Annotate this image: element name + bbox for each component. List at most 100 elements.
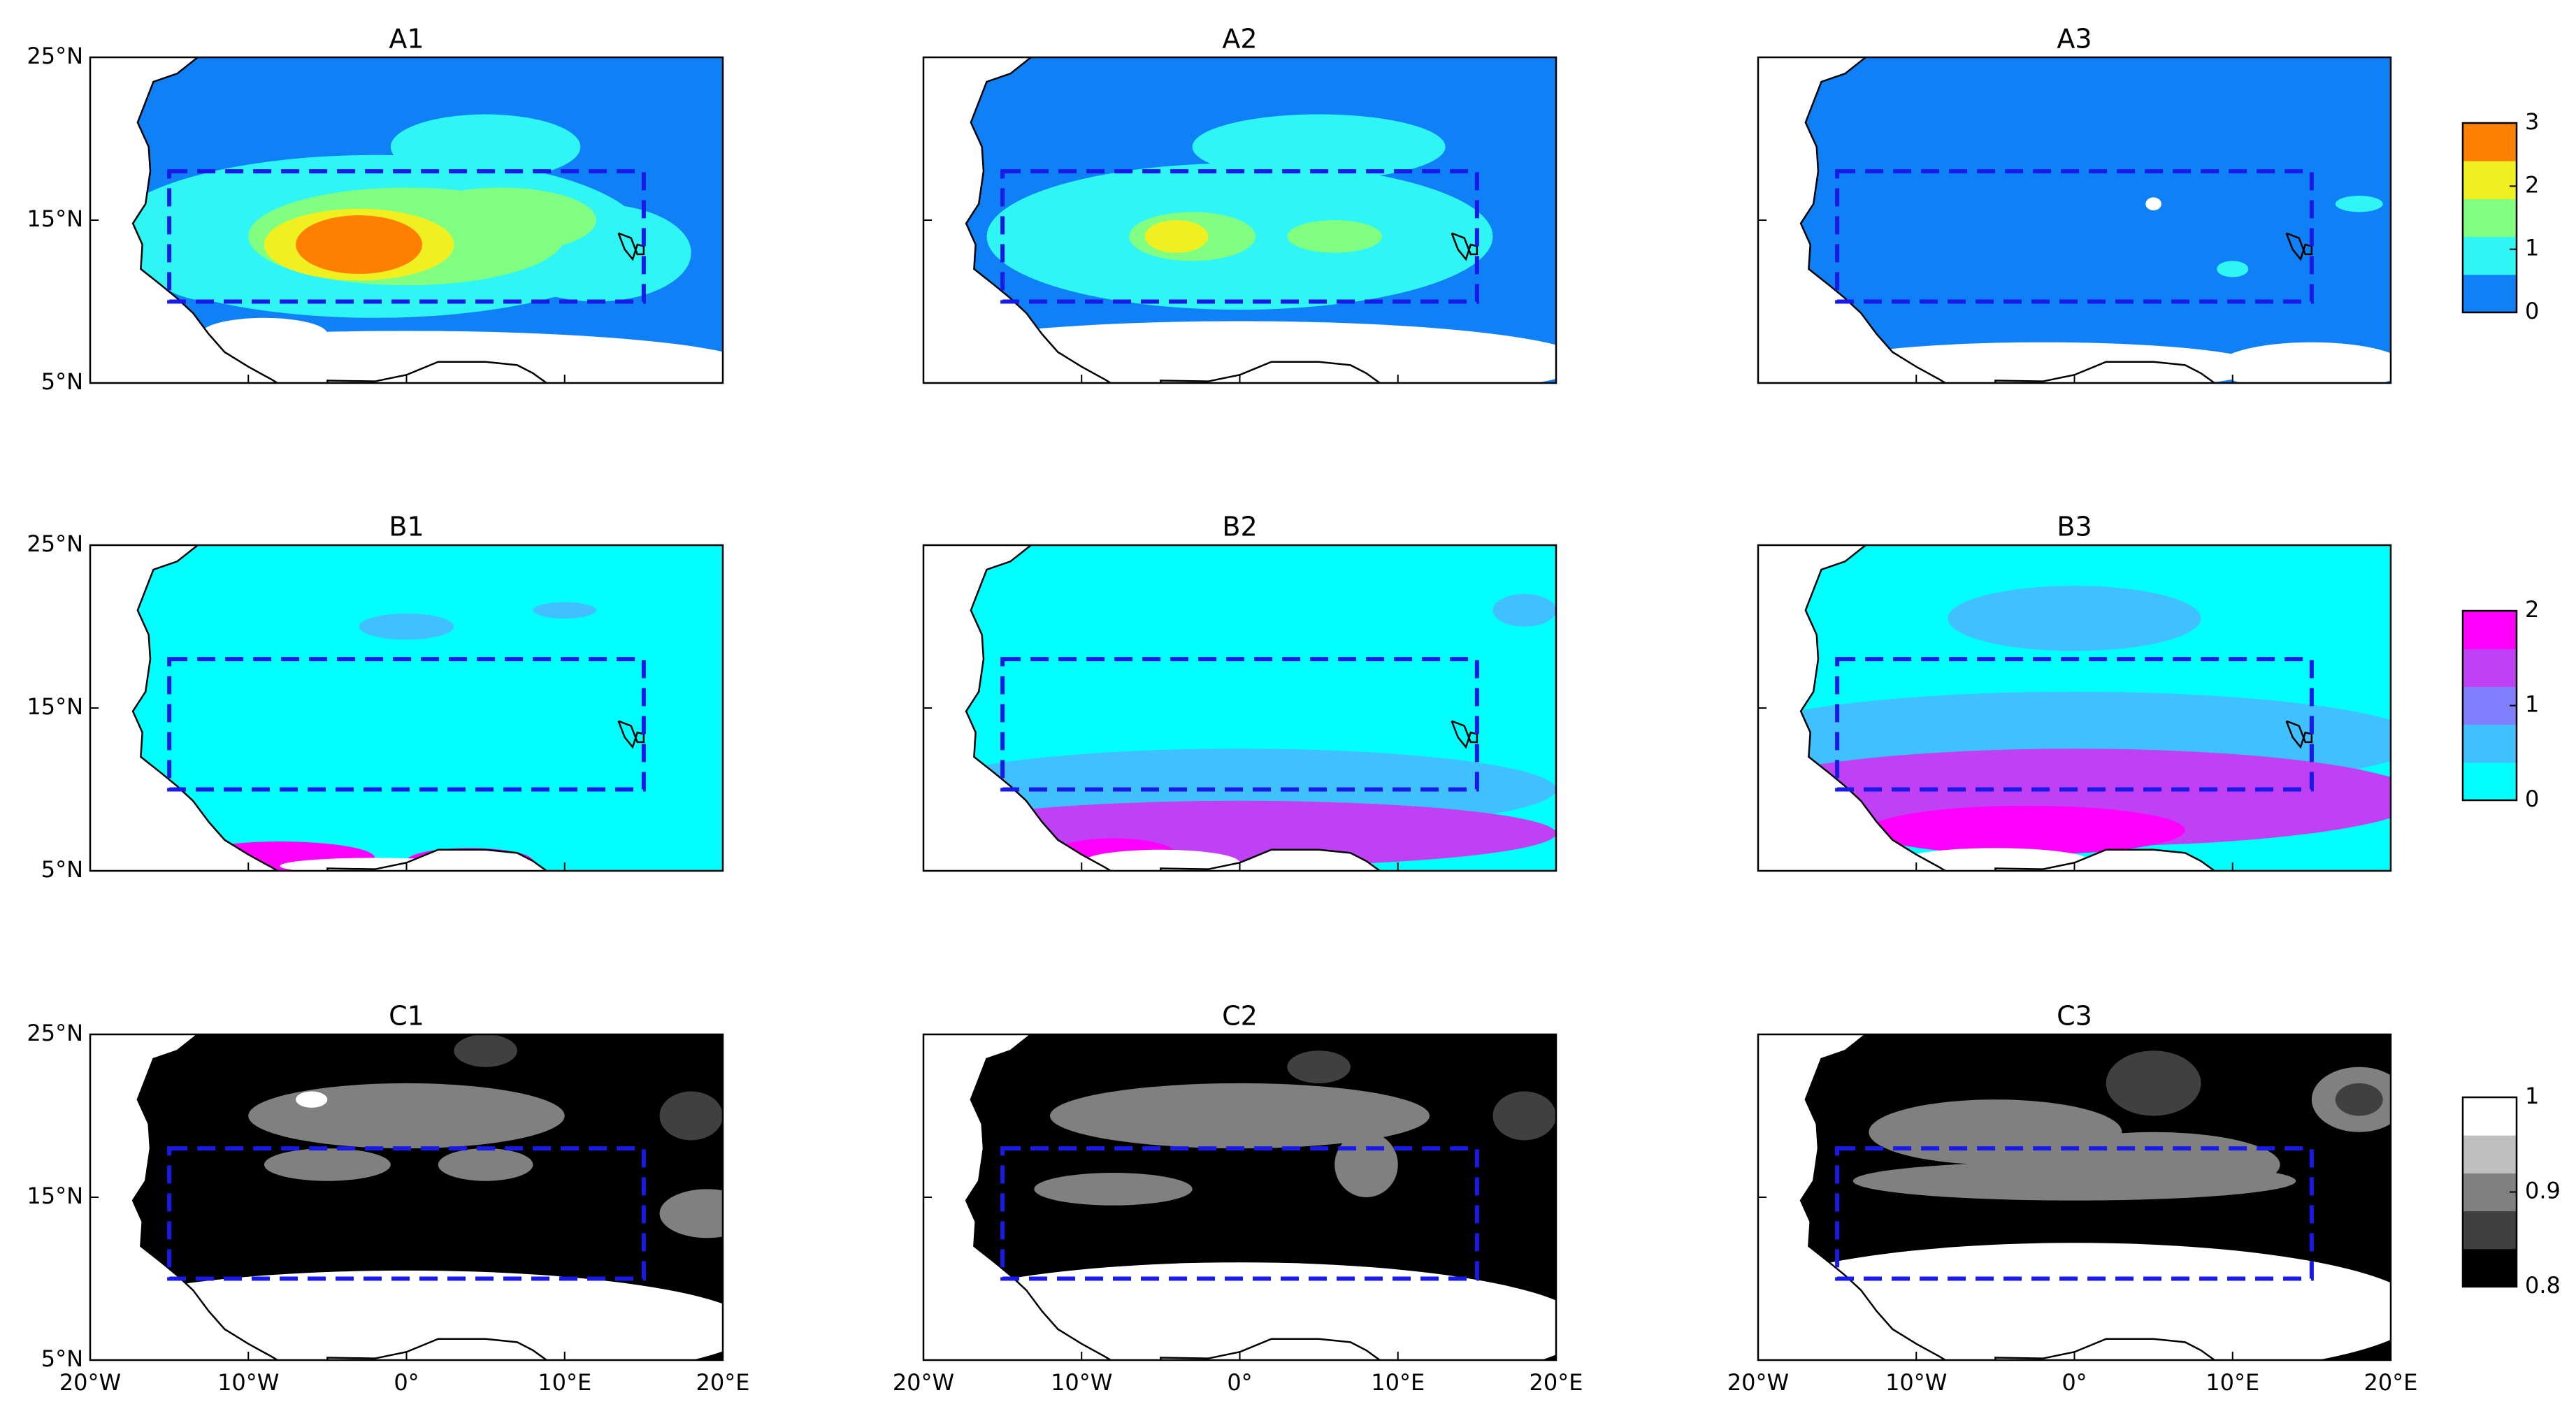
panel-title: B2 [1222, 512, 1257, 542]
field-patch [1034, 1173, 1193, 1206]
x-tick-label: 0° [1227, 1369, 1252, 1396]
colorbar-block [2463, 1248, 2517, 1287]
coastline [965, 57, 1382, 383]
field-patch [1050, 1083, 1430, 1149]
coastline [1799, 57, 2217, 383]
study-box [167, 169, 646, 304]
map-area [90, 57, 723, 383]
field-patch [2217, 261, 2249, 277]
coastline [965, 545, 1382, 871]
field-patch [2335, 1083, 2383, 1116]
study-box [1835, 657, 2314, 792]
colorbar-block [2463, 198, 2517, 238]
field-patch [1852, 1161, 2296, 1201]
field-patch [1144, 220, 1209, 253]
x-tick-label: 0° [2061, 1369, 2087, 1396]
colorbar-block [2463, 1211, 2517, 1250]
map-panel: C3 20°W 10°W 0° 10°E 20°E [1727, 1001, 2418, 1396]
field-patch [533, 602, 596, 619]
y-tick-label: 15°N [27, 1183, 83, 1209]
field-patch [1492, 1091, 1556, 1141]
panel-title: C2 [1222, 1001, 1258, 1032]
x-tick-label: 10°W [1051, 1369, 1112, 1396]
map-panel: B2 [922, 512, 1557, 872]
y-tick-label: 5°N [41, 368, 83, 395]
x-tick-label: 20°W [1727, 1369, 1789, 1396]
field-patch [153, 236, 280, 302]
field-patch [248, 1083, 565, 1149]
colorbar-block [2463, 123, 2517, 161]
colorbar-tick-label: 2 [2525, 171, 2539, 198]
coastline [965, 1034, 1382, 1360]
y-tick-label: 15°N [27, 205, 83, 232]
coastline [1799, 545, 2217, 871]
map-area [1758, 57, 2391, 383]
study-box [167, 657, 646, 792]
field-patch [1287, 1050, 1351, 1083]
land-fill [1801, 57, 2391, 383]
field-patch [406, 187, 596, 253]
study-box [1000, 169, 1479, 304]
colorbar-tick-label: 0 [2525, 298, 2539, 324]
panel-title: B1 [389, 512, 424, 542]
field-patch [2106, 1050, 2201, 1116]
field-patch [264, 1148, 391, 1181]
field-patch [1869, 805, 2185, 855]
panel-title: C1 [389, 1001, 424, 1032]
map-area [923, 57, 1556, 383]
x-tick-label: 10°E [538, 1369, 591, 1396]
map-panel: C2 20°W 10°W 0° 10°E 20°E [893, 1001, 1583, 1396]
field-patch [1192, 114, 1446, 180]
coastline [1799, 1034, 2217, 1360]
colorbar-tick-label: 0.9 [2525, 1178, 2561, 1204]
colorbar: 0 1 2 3 [2461, 108, 2539, 324]
colorbar-tick-label: 3 [2525, 108, 2539, 135]
colorbar-block [2463, 1097, 2517, 1136]
map-panel: B3 [1757, 512, 2392, 872]
colorbar-block [2463, 649, 2517, 687]
colorbar: 0.8 0.9 1 [2461, 1083, 2561, 1299]
colorbar-tick-label: 0 [2525, 786, 2539, 812]
panel-title: A2 [1222, 24, 1257, 55]
study-box [1000, 1146, 1479, 1281]
field-patch [1287, 220, 1383, 253]
x-tick-label: 10°W [217, 1369, 279, 1396]
map-panel: B1 5°N 15°N 25°N [27, 512, 724, 883]
field-patch [201, 317, 328, 351]
colorbar-block [2463, 611, 2517, 649]
colorbar-block [2463, 724, 2517, 763]
x-tick-label: 10°E [1371, 1369, 1425, 1396]
land [133, 57, 723, 383]
y-tick-label: 25°N [27, 43, 83, 69]
field-patch [2145, 197, 2161, 211]
map-area [90, 545, 723, 871]
land [1801, 57, 2391, 383]
field-patch [296, 215, 423, 274]
field-patch [390, 114, 581, 180]
field-patch [659, 1189, 723, 1238]
y-tick-label: 5°N [41, 1345, 83, 1372]
panel-title: A1 [389, 24, 424, 55]
land [966, 57, 1556, 383]
x-tick-label: 20°E [2364, 1369, 2418, 1396]
panel-title: B3 [2057, 512, 2092, 542]
x-tick-label: 20°W [59, 1369, 121, 1396]
x-tick-label: 10°E [2206, 1369, 2259, 1396]
panel-title: A3 [2057, 24, 2092, 55]
colorbar-block [2463, 161, 2517, 199]
field-patch [1900, 848, 2091, 871]
field-patch [2217, 342, 2391, 383]
x-tick-label: 0° [394, 1369, 419, 1396]
field-patch [133, 331, 723, 383]
field-patch [1081, 849, 1240, 871]
field-patch [966, 1262, 1556, 1360]
map-area [1758, 545, 2391, 871]
colorbar: 0 1 2 [2461, 596, 2539, 812]
study-box [1835, 169, 2314, 304]
colorbar-tick-label: 1 [2525, 235, 2539, 261]
land [966, 1034, 1556, 1360]
y-tick-label: 15°N [27, 693, 83, 720]
field-patch [454, 1034, 517, 1067]
